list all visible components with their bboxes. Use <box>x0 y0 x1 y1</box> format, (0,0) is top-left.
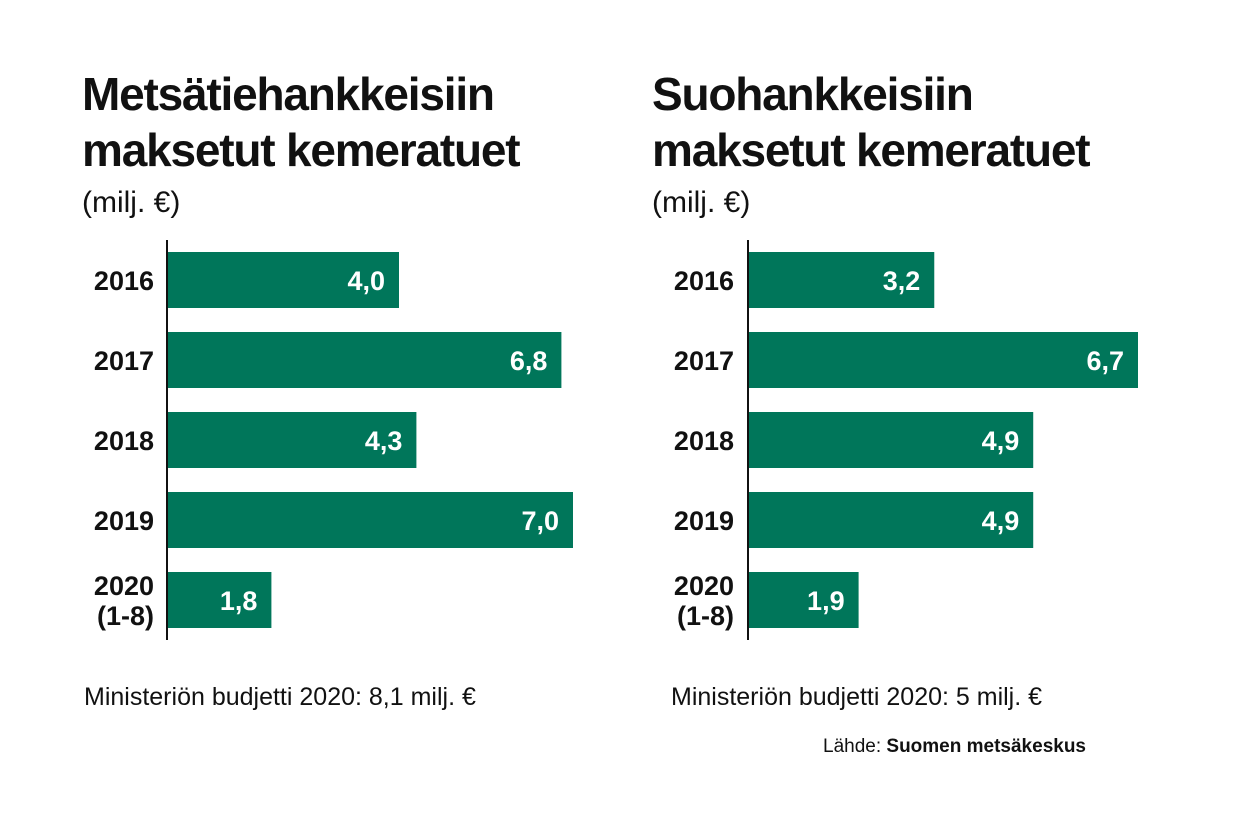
bar-2018 <box>748 412 1034 468</box>
bar-value-label: 4,3 <box>365 426 403 456</box>
category-tick-label: 2018 <box>674 426 734 456</box>
category-tick-label: 2016 <box>674 266 734 296</box>
chart-title-line2: maksetut kemeratuet <box>82 124 521 176</box>
bar-2020 <box>748 572 859 628</box>
bar-2017 <box>167 332 562 388</box>
source-line: Lähde: Suomen metsäkeskus <box>823 736 1086 758</box>
category-tick-label: 2019 <box>94 506 154 536</box>
bar-value-label: 1,8 <box>220 586 258 616</box>
chart-title-line1: Metsätiehankkeisiin <box>82 68 495 120</box>
category-tick-label: 2020 <box>674 571 734 601</box>
bar-value-label: 4,9 <box>982 426 1020 456</box>
bar-2019 <box>167 492 573 548</box>
category-tick-label: 2018 <box>94 426 154 456</box>
chart-panel-forest-roads: Metsätiehankkeisiin maksetut kemeratuet … <box>0 0 600 825</box>
bar-value-label: 7,0 <box>521 506 559 536</box>
bar-2019 <box>748 492 1034 548</box>
bar-value-label: 6,7 <box>1086 346 1124 376</box>
bar-value-label: 3,2 <box>883 266 921 296</box>
bar-chart: 4,0 2016 6,8 2017 4,3 2018 7,0 2019 1,8 2020(1-8) <box>94 240 573 640</box>
chart-title-line2: maksetut kemeratuet <box>652 124 1091 176</box>
bar-value-label: 4,9 <box>982 506 1020 536</box>
category-tick-label: (1-8) <box>677 601 734 631</box>
category-tick-label: 2016 <box>94 266 154 296</box>
chart-title-line1: Suohankkeisiin <box>652 68 974 120</box>
category-tick-label: (1-8) <box>97 601 154 631</box>
category-tick-label: 2020 <box>94 571 154 601</box>
unit-label: (milj. €) <box>652 186 751 219</box>
category-tick-label: 2017 <box>674 346 734 376</box>
bar-value-label: 4,0 <box>347 266 385 296</box>
source-label: Lähde: <box>823 736 882 757</box>
source-name: Suomen metsäkeskus <box>886 736 1086 757</box>
chart-panel-peatland: Suohankkeisiin maksetut kemeratuet (milj… <box>580 0 1180 825</box>
bar-2020 <box>167 572 272 628</box>
bar-chart: 3,2 2016 6,7 2017 4,9 2018 4,9 2019 1,9 2020(1-8) <box>674 240 1138 640</box>
budget-footnote: Ministeriön budjetti 2020: 5 milj. € <box>671 683 1043 711</box>
bar-value-label: 6,8 <box>510 346 548 376</box>
bar-value-label: 1,9 <box>807 586 845 616</box>
chart-title: Suohankkeisiin maksetut kemeratuet <box>652 66 1091 178</box>
budget-footnote: Ministeriön budjetti 2020: 8,1 milj. € <box>84 683 476 711</box>
bar-2017 <box>748 332 1138 388</box>
category-tick-label: 2017 <box>94 346 154 376</box>
bar-2018 <box>167 412 417 468</box>
unit-label: (milj. €) <box>82 186 181 219</box>
chart-title: Metsätiehankkeisiin maksetut kemeratuet <box>82 66 521 178</box>
category-tick-label: 2019 <box>674 506 734 536</box>
bar-2016 <box>748 252 935 308</box>
bar-2016 <box>167 252 399 308</box>
